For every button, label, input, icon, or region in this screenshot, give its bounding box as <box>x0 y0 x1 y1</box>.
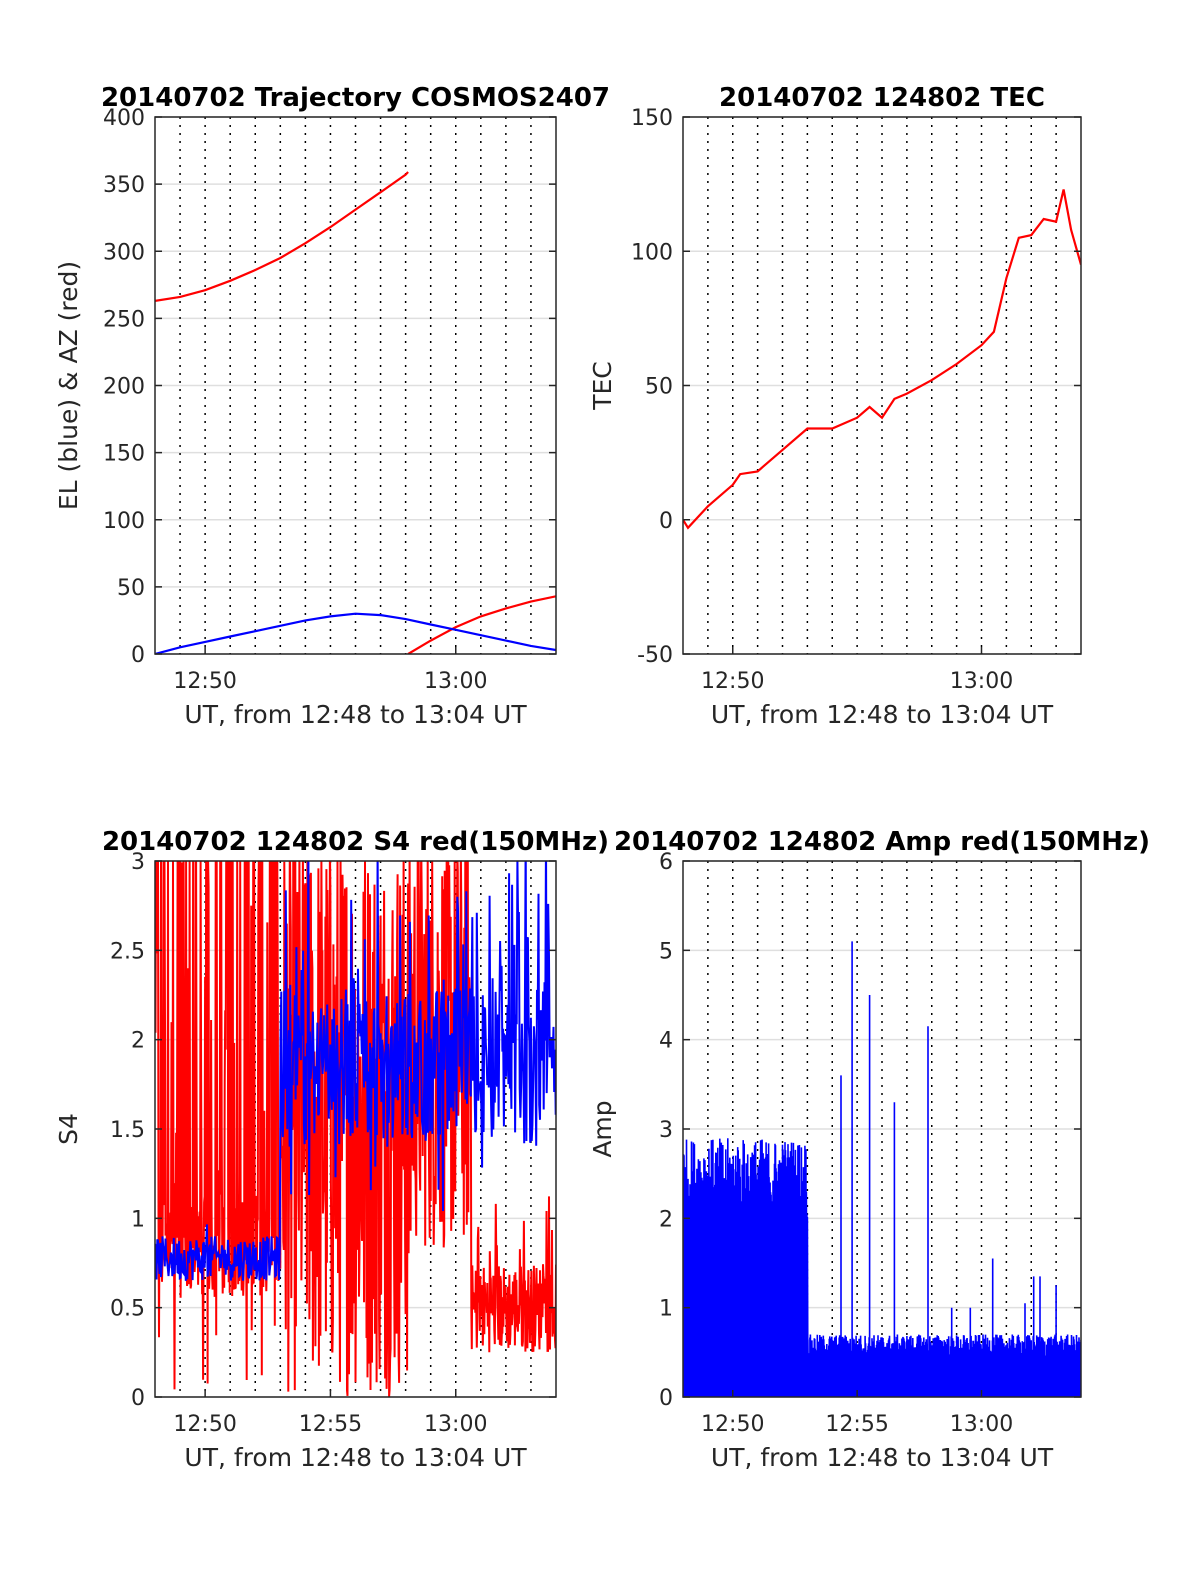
chart-title: 20140702 124802 S4 red(150MHz) <box>102 827 609 857</box>
series-group <box>155 861 556 1397</box>
x-tick-label: 13:00 <box>424 1412 487 1437</box>
y-tick-label: 1 <box>659 1297 673 1322</box>
y-tick-label: 2 <box>131 1029 145 1054</box>
y-axis-label: S4 <box>54 1113 83 1145</box>
y-tick-label: 400 <box>103 106 145 131</box>
y-tick-label: 150 <box>631 106 673 131</box>
y-tick-label: 0 <box>659 509 673 534</box>
y-tick-label: 0.5 <box>110 1297 145 1322</box>
x-tick-label: 13:00 <box>950 1412 1013 1437</box>
x-axis-label: UT, from 12:48 to 13:04 UT <box>711 700 1054 729</box>
y-tick-label: 6 <box>659 850 673 875</box>
y-tick-label: 5 <box>659 939 673 964</box>
y-tick-label: 4 <box>659 1029 673 1054</box>
y-tick-label: 2 <box>659 1207 673 1232</box>
x-tick-label: 13:00 <box>424 669 487 694</box>
x-axis-label: UT, from 12:48 to 13:04 UT <box>711 1443 1054 1472</box>
series-group <box>683 189 1081 530</box>
y-tick-label: -50 <box>637 643 673 668</box>
x-tick-label: 12:50 <box>173 1412 236 1437</box>
x-tick-label: 12:50 <box>701 669 764 694</box>
y-tick-label: 0 <box>659 1386 673 1411</box>
chart-panel: 0 0.5 1 1.5 2 2.5 3 12:50 12:55 13:00 20140702 124… <box>54 827 609 1472</box>
chart-title: 20140702 124802 TEC <box>719 83 1045 113</box>
x-axis-label: UT, from 12:48 to 13:04 UT <box>184 1443 527 1472</box>
series-line <box>407 595 556 654</box>
x-tick-label: 12:50 <box>701 1412 764 1437</box>
chart-panel: -50 0 50 100 150 12:50 13:00 20140702 124802 TE… <box>588 83 1082 729</box>
series-line <box>683 189 1081 530</box>
y-tick-label: 1 <box>131 1207 145 1232</box>
y-tick-label: 200 <box>103 375 145 400</box>
y-axis-label: TEC <box>588 361 617 411</box>
y-tick-label: 0 <box>131 643 145 668</box>
series-line <box>155 612 556 654</box>
x-axis-label: UT, from 12:48 to 13:04 UT <box>184 700 527 729</box>
y-tick-label: 3 <box>659 1118 673 1143</box>
y-tick-label: 150 <box>103 442 145 467</box>
y-axis-label: Amp <box>588 1100 617 1157</box>
series-group <box>155 171 556 654</box>
y-tick-label: 100 <box>631 240 673 265</box>
series-line-amp <box>683 941 1081 1397</box>
chart-title: 20140702 124802 Amp red(150MHz) <box>614 827 1150 857</box>
chart-panel: 0 50 100 150 200 250 300 350 400 12:50 13:00 201407… <box>54 83 610 729</box>
y-tick-label: 1.5 <box>110 1118 145 1143</box>
y-tick-label: 0 <box>131 1386 145 1411</box>
y-tick-label: 3 <box>131 850 145 875</box>
x-tick-label: 12:55 <box>825 1412 888 1437</box>
x-tick-label: 12:50 <box>173 669 236 694</box>
chart-panel: 0 1 2 3 4 5 6 12:50 12:55 13:00 20140702 124802 Am… <box>588 827 1150 1472</box>
chart-title: 20140702 Trajectory COSMOS2407 <box>101 83 610 113</box>
y-tick-label: 2.5 <box>110 939 145 964</box>
y-tick-label: 300 <box>103 240 145 265</box>
series-line <box>155 171 409 302</box>
y-axis-label: EL (blue) & AZ (red) <box>54 261 83 510</box>
series-group <box>683 941 1081 1397</box>
y-tick-label: 50 <box>117 576 145 601</box>
series-line-s4-red <box>155 861 556 1397</box>
y-tick-label: 100 <box>103 509 145 534</box>
series-line-s4-blue <box>155 861 556 1281</box>
x-tick-label: 12:55 <box>299 1412 362 1437</box>
x-tick-label: 13:00 <box>950 669 1013 694</box>
y-tick-label: 250 <box>103 307 145 332</box>
y-tick-label: 350 <box>103 173 145 198</box>
y-tick-label: 50 <box>645 375 673 400</box>
